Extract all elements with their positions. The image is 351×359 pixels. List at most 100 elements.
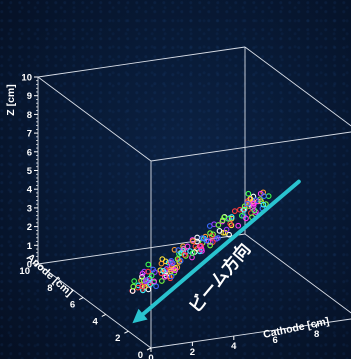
- hit-point: [247, 195, 254, 202]
- hit-point: [207, 242, 213, 249]
- hit-point: [184, 243, 191, 250]
- cathode-tick-label: 6: [273, 335, 278, 346]
- box-edge: [244, 46, 351, 127]
- z-tick-label: 7: [27, 129, 32, 140]
- anode-tick-label: 6: [70, 300, 75, 311]
- hit-point: [158, 278, 165, 284]
- hit-point: [160, 267, 167, 274]
- anode-tick-label: 8: [47, 283, 52, 294]
- z-tick-label: 0: [27, 260, 32, 271]
- anode-tick-mark: [56, 280, 61, 284]
- hit-point: [243, 215, 249, 222]
- beam-arrow-head-icon: [132, 308, 148, 324]
- axis-ticks: 01234567891002468100246810: [19, 73, 319, 359]
- box-edge: [150, 318, 351, 349]
- box-edge: [37, 233, 246, 265]
- hit-points: [129, 189, 272, 294]
- hit-point: [222, 229, 229, 236]
- anode-tick-mark: [33, 263, 39, 267]
- hit-point: [215, 222, 222, 228]
- hit-point: [235, 222, 242, 229]
- hit-point: [157, 267, 164, 274]
- hit-point: [174, 256, 181, 262]
- hit-point: [227, 220, 234, 227]
- hit-point: [219, 217, 226, 224]
- cathode-axis-label: Cathode [cm]: [262, 315, 330, 341]
- hit-point: [139, 283, 146, 290]
- hit-point: [161, 273, 168, 280]
- hit-point: [148, 272, 155, 279]
- cathode-tick-label: 0: [148, 353, 153, 359]
- z-tick-label: 8: [27, 110, 32, 121]
- anode-tick-label: 10: [19, 266, 30, 277]
- hit-point: [151, 278, 158, 285]
- box-edge: [150, 131, 351, 162]
- hit-point: [225, 216, 232, 222]
- hit-point: [231, 208, 238, 214]
- hit-point: [210, 231, 216, 238]
- hit-point: [131, 278, 138, 284]
- beam-annotation: ビーム方向: [132, 179, 301, 324]
- hit-point: [223, 226, 230, 233]
- hit-point: [190, 238, 196, 244]
- hit-point: [162, 258, 169, 265]
- hit-point: [194, 234, 201, 241]
- beam-direction-arrow: [136, 179, 301, 320]
- box-edge: [37, 46, 246, 78]
- anode-tick-label: 2: [115, 333, 120, 344]
- hit-point: [141, 268, 148, 275]
- hit-point: [158, 260, 165, 267]
- hit-point: [239, 212, 245, 219]
- z-tick-label: 1: [27, 241, 33, 252]
- hit-point: [250, 200, 257, 207]
- hit-point: [169, 260, 176, 267]
- hit-point: [253, 197, 259, 204]
- hit-point: [203, 237, 210, 244]
- z-tick-label: 4: [27, 185, 33, 196]
- hit-point: [175, 247, 182, 253]
- hit-point: [130, 283, 137, 290]
- hit-point: [244, 200, 251, 207]
- hit-point: [265, 193, 272, 199]
- anode-tick-label: 4: [93, 316, 99, 327]
- hit-point: [242, 206, 248, 212]
- hit-point: [140, 287, 146, 294]
- hit-point: [260, 201, 267, 208]
- box-edge: [244, 233, 351, 314]
- z-axis-label: Z [cm]: [5, 84, 17, 116]
- hit-point: [261, 193, 267, 199]
- hit-point: [198, 242, 205, 249]
- anode-tick-mark: [146, 347, 152, 351]
- hit-point: [263, 201, 269, 207]
- hit-point: [241, 206, 248, 213]
- z-tick-label: 9: [27, 91, 32, 102]
- cathode-tick-label: 8: [314, 329, 319, 340]
- hit-point: [253, 209, 259, 215]
- hit-point: [145, 268, 151, 275]
- hit-point: [216, 228, 223, 234]
- anode-tick-mark: [124, 330, 129, 334]
- hit-point: [198, 246, 205, 252]
- hit-point: [189, 250, 196, 256]
- cathode-tick-label: 2: [190, 347, 195, 358]
- hit-point: [199, 235, 206, 241]
- hit-point: [181, 251, 188, 258]
- hit-point: [250, 203, 257, 209]
- z-tick-label: 6: [27, 147, 32, 158]
- anode-tick-label: 0: [138, 350, 143, 359]
- hit-point: [145, 261, 152, 268]
- hit-point: [207, 230, 213, 236]
- anode-tick-mark: [101, 313, 107, 317]
- hit-point: [153, 283, 159, 290]
- hit-point: [215, 235, 221, 241]
- hit-point: [172, 264, 179, 271]
- hit-point: [143, 277, 150, 283]
- z-tick-label: 3: [27, 203, 32, 214]
- hit-point: [150, 266, 156, 273]
- z-tick-label: 10: [21, 73, 32, 84]
- anode-tick-mark: [78, 297, 84, 301]
- hit-point: [168, 273, 175, 280]
- hit-point: [172, 267, 179, 274]
